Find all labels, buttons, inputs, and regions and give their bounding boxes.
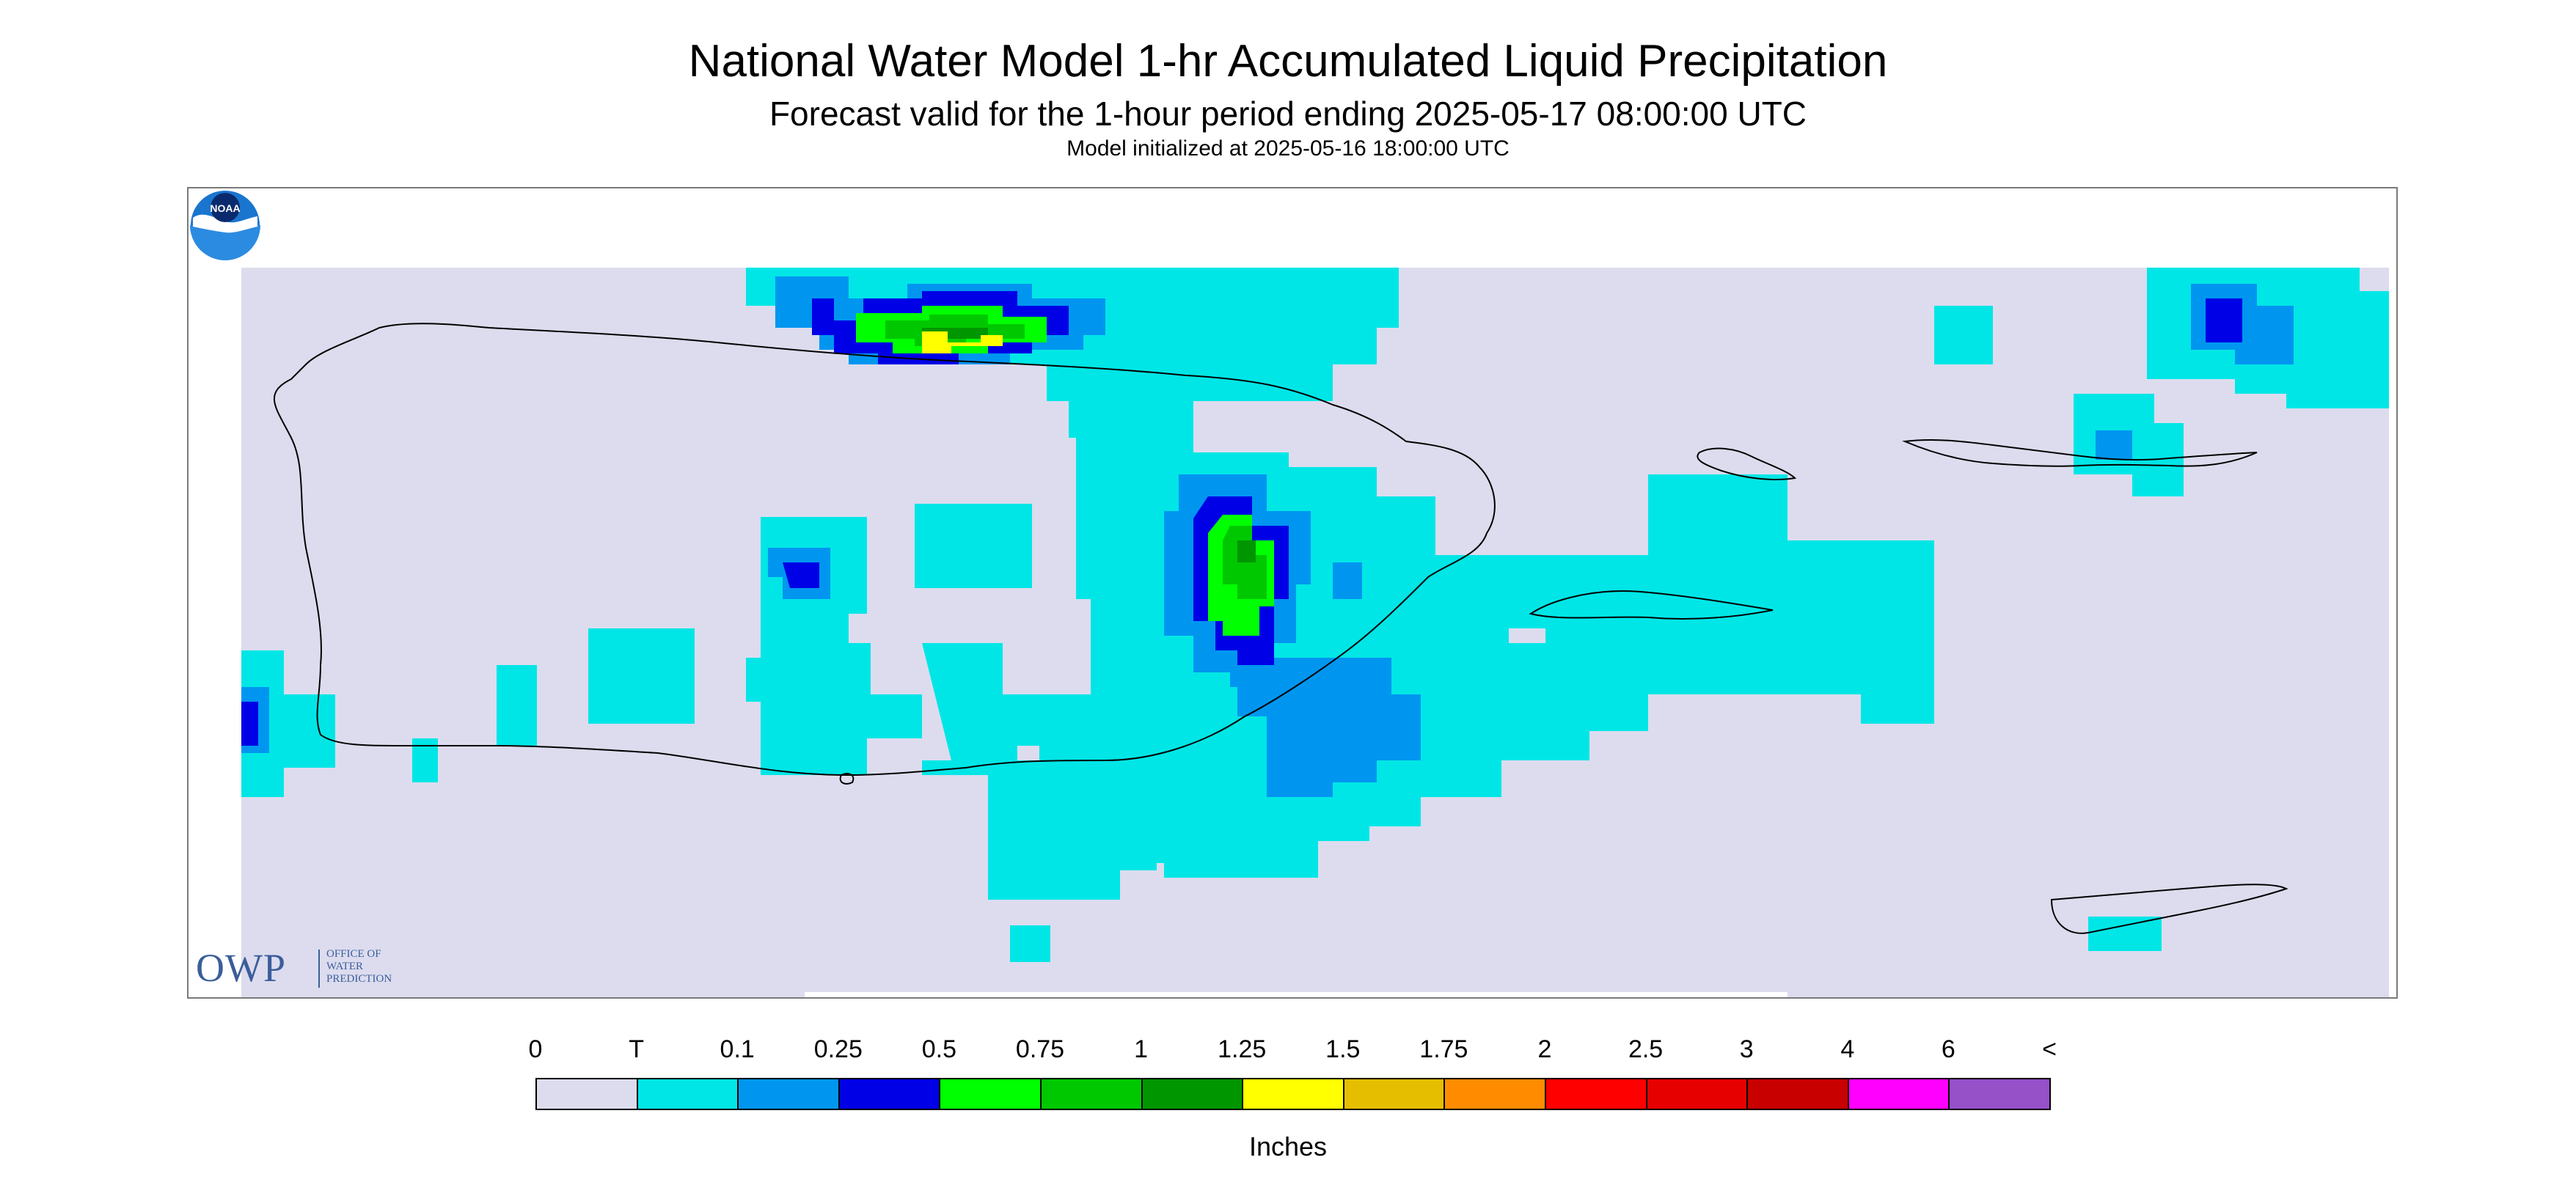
colorbar-label: 3 (1739, 1035, 1754, 1063)
trace-area-left-small (497, 665, 537, 746)
colorbar-box (1645, 1078, 1749, 1110)
coastlines (274, 323, 2288, 934)
owp-logo-line2: WATER (326, 961, 363, 972)
owp-logo-line3: PREDICTION (326, 973, 392, 985)
owp-logo-divider (318, 950, 320, 988)
colorbar-box (737, 1078, 840, 1110)
owp-logo-letters: OWP (196, 946, 286, 990)
trace-area-ne-island (1934, 306, 1993, 364)
noaa-logo-text: NOAA (210, 202, 240, 214)
precipitation-colorbar (535, 1078, 2051, 1112)
colorbar-box (1948, 1078, 2051, 1110)
colorbar-label: 0 (528, 1035, 543, 1063)
puerto-rico-coastline (274, 323, 1496, 777)
colorbar-label: 4 (1840, 1035, 1855, 1063)
blue-area-far-ne (2206, 298, 2242, 342)
colorbar-box (838, 1078, 941, 1110)
vieques-coastline (1529, 590, 1774, 620)
trace-area-sw (922, 643, 1054, 775)
colorbar-box (1141, 1078, 1244, 1110)
colorbar-label: 0.75 (1015, 1035, 1065, 1063)
colorbar-label: 2 (1537, 1035, 1552, 1063)
colorbar-box (1746, 1078, 1849, 1110)
blue-area-west-mid (783, 562, 819, 588)
colorbar-box (1847, 1078, 1950, 1110)
legend-units: Inches (1248, 1131, 1328, 1161)
map-title: National Water Model 1-hr Accumulated Li… (688, 36, 1888, 87)
st-thomas-coastline (1902, 438, 2258, 467)
light-area-east-small (1333, 562, 1362, 599)
colorbar-box (1040, 1078, 1143, 1110)
owp-logo: OWP OFFICE OF WATER PREDICTION (196, 945, 423, 990)
colorbar-label: 0.25 (813, 1035, 863, 1063)
precipitation-map-canvas (241, 268, 2389, 997)
colorbar-box (535, 1078, 638, 1110)
colorbar-box (1545, 1078, 1647, 1110)
trace-area-east (1494, 474, 1934, 731)
colorbar-box (1242, 1078, 1344, 1110)
green-area-central-inner (1237, 540, 1256, 562)
owp-logo-text: OFFICE OF WATER PREDICTION (326, 948, 429, 985)
trace-area-left-box (588, 628, 695, 724)
colorbar-label: 0.5 (921, 1035, 957, 1063)
trace-precip-areas (241, 268, 2389, 962)
light-area-vi (2096, 430, 2132, 460)
map-bottom-whitegap (805, 992, 1788, 997)
owp-logo-line1: OFFICE OF (326, 948, 381, 960)
colorbar-label: < (2042, 1035, 2057, 1063)
colorbar-label: 1.5 (1325, 1035, 1361, 1063)
map-subtitle: Forecast valid for the 1-hour period end… (769, 95, 1807, 133)
noaa-logo: NOAA (189, 189, 261, 261)
model-init-time: Model initialized at 2025-05-16 18:00:00… (1066, 136, 1510, 161)
colorbar-box (1342, 1078, 1446, 1110)
yellow-precip-area (922, 331, 1003, 353)
blue-area-far-west (241, 702, 258, 746)
light-area-southeast (1237, 658, 1421, 797)
trace-area-south-small (1010, 863, 1054, 892)
trace-area-south-dot (1010, 925, 1050, 962)
islet-coastline (839, 773, 855, 785)
colorbar-label: T (629, 1035, 644, 1063)
trace-area-w-box (915, 504, 1032, 588)
colorbar-label: 6 (1941, 1035, 1955, 1063)
precipitation-map: OWP OFFICE OF WATER PREDICTION NOAA (187, 187, 2398, 999)
colorbar-label: 0.1 (720, 1035, 755, 1063)
colorbar-label: 1.25 (1218, 1035, 1267, 1063)
culebra-coastline (1697, 447, 1797, 480)
colorbar-box (1443, 1078, 1546, 1110)
st-croix-coastline (2050, 884, 2288, 934)
trace-area-st-croix (2088, 917, 2162, 951)
colorbar-box (636, 1078, 739, 1110)
colorbar-label: 1.75 (1419, 1035, 1468, 1063)
colorbar-label: 2.5 (1628, 1035, 1664, 1063)
trace-area-sw-small (412, 738, 438, 782)
colorbar-box (939, 1078, 1042, 1110)
colorbar-label: 1 (1134, 1035, 1149, 1063)
